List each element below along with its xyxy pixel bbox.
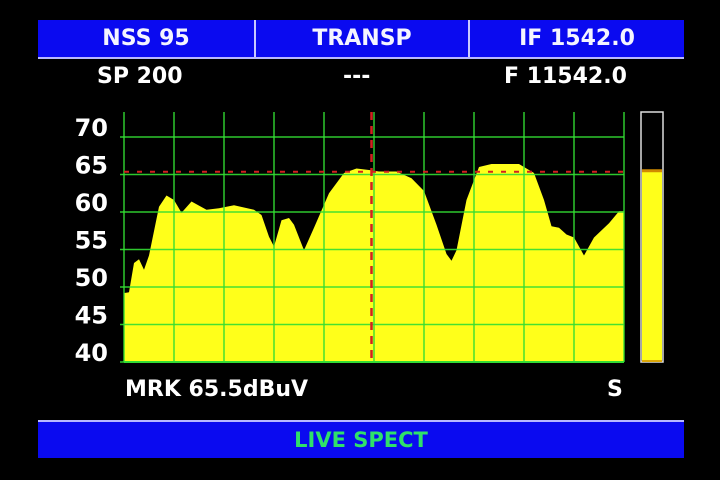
y-tick-label: 40 <box>75 339 108 367</box>
frequency-readout: F 11542.0 <box>504 64 627 89</box>
y-tick-label: 50 <box>75 264 108 292</box>
if-frequency: IF 1542.0 <box>519 26 635 51</box>
header-bar: NSS 95 TRANSP IF 1542.0 <box>38 20 684 59</box>
y-tick-label: 60 <box>75 189 108 217</box>
satellite-name: NSS 95 <box>38 20 256 57</box>
y-tick-label: 55 <box>75 227 108 255</box>
y-tick-label: 70 <box>75 114 108 142</box>
y-tick-label: 65 <box>75 152 108 180</box>
signal-indicator: S <box>607 377 623 402</box>
footer-bar: LIVE SPECT <box>38 420 684 458</box>
mode-label: TRANSP <box>256 20 470 57</box>
transponder-readout: --- <box>343 64 371 89</box>
span-readout: SP 200 <box>97 64 183 89</box>
y-tick-label: 45 <box>75 302 108 330</box>
signal-meter-fill <box>642 170 662 362</box>
marker-readout: MRK 65.5dBuV <box>125 377 309 402</box>
footer-label: LIVE SPECT <box>294 428 428 452</box>
